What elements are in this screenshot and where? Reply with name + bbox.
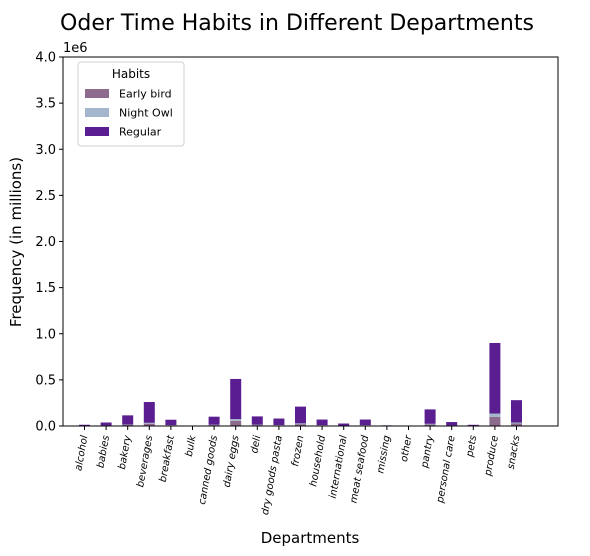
- x-tick-label: missing: [375, 435, 393, 475]
- bar-regular: [208, 416, 220, 425]
- y-offset-label: 1e6: [63, 41, 88, 56]
- chart-title: Oder Time Habits in Different Department…: [60, 11, 534, 36]
- bar-night-owl: [424, 423, 436, 425]
- bar-regular: [467, 424, 479, 426]
- x-tick-label: bulk: [184, 433, 199, 457]
- bar-regular: [165, 419, 177, 426]
- bar-night-owl: [511, 422, 522, 424]
- x-axis: alcohol babies bakery beverages breakfast bul…: [73, 426, 522, 516]
- x-tick-label: dairy eggs: [222, 435, 242, 489]
- plot-frame: [62, 56, 559, 427]
- x-axis-label: Departments: [261, 529, 360, 547]
- x-tick-label: personal care: [435, 435, 458, 505]
- bar-regular: [295, 406, 306, 424]
- y-tick-label: 2.0: [35, 235, 56, 250]
- x-tick-label: pantry: [419, 434, 436, 470]
- bar-early-bird: [511, 423, 522, 426]
- x-tick-label: alcohol: [73, 434, 90, 471]
- bar-regular: [446, 422, 458, 426]
- bar-early-bird: [230, 420, 242, 426]
- x-tick-label: produce: [483, 435, 501, 478]
- x-tick-label: pets: [464, 435, 479, 459]
- x-tick-label: beverages: [135, 435, 155, 489]
- legend-swatch: [85, 108, 109, 117]
- bar-early-bird: [122, 424, 134, 426]
- bar-regular: [230, 378, 242, 420]
- legend-swatch: [85, 89, 109, 98]
- x-tick-label: snacks: [506, 435, 523, 471]
- bar-early-bird: [489, 416, 501, 426]
- legend-label: Early bird: [119, 88, 172, 101]
- y-tick-label: 2.5: [35, 189, 56, 204]
- bar-regular: [489, 342, 501, 414]
- bar-early-bird: [143, 423, 155, 426]
- x-tick-label: babies: [95, 435, 112, 469]
- bar-regular: [424, 409, 436, 424]
- y-tick-label: 0.0: [35, 420, 56, 435]
- bar-night-owl: [230, 419, 242, 421]
- y-tick-label: 3.5: [35, 97, 56, 112]
- x-tick-label: international: [328, 434, 350, 499]
- bar-regular: [511, 400, 522, 423]
- legend-box: [77, 61, 185, 147]
- x-tick-label: meat seafood: [348, 434, 371, 504]
- legend-label: Regular: [119, 126, 162, 139]
- bar-layer: [79, 342, 522, 426]
- bar-regular: [79, 424, 90, 426]
- y-tick-label: 4.0: [35, 51, 56, 66]
- y-tick-label: 3.0: [35, 143, 56, 158]
- bar-night-owl: [295, 423, 306, 425]
- legend: Habits Early bird Night Owl Regular: [77, 61, 185, 147]
- legend-title: Habits: [112, 67, 150, 81]
- bar-night-owl: [489, 413, 501, 417]
- x-tick-label: canned goods: [197, 435, 220, 506]
- x-tick-label: other: [399, 434, 415, 463]
- bar-early-bird: [295, 424, 306, 426]
- y-axis-label: Frequency (in millions): [7, 157, 25, 327]
- legend-swatch: [85, 127, 109, 136]
- bar-early-bird: [424, 424, 436, 426]
- x-tick-label: household: [308, 434, 328, 488]
- bar-regular: [273, 418, 285, 425]
- y-tick-label: 1.0: [35, 327, 56, 342]
- y-axis: 0.0 0.5 1.0 1.5 2.0 2.5 3.0 3.5 4.0: [35, 51, 63, 435]
- bar-regular: [100, 422, 112, 426]
- y-tick-label: 0.5: [35, 373, 56, 388]
- y-tick-label: 1.5: [35, 281, 56, 296]
- x-tick-label: frozen: [290, 435, 306, 468]
- bar-regular: [122, 415, 134, 425]
- bar-regular: [338, 423, 350, 426]
- legend-label: Night Owl: [119, 107, 173, 120]
- bar-regular: [316, 419, 328, 426]
- bar-regular: [143, 402, 155, 423]
- x-tick-label: deli: [249, 434, 263, 454]
- x-tick-label: breakfast: [158, 434, 177, 484]
- bar-regular: [251, 416, 263, 425]
- x-tick-label: bakery: [117, 434, 134, 471]
- bar-night-owl: [143, 422, 155, 424]
- bar-regular: [359, 419, 371, 426]
- x-tick-label: dry goods pasta: [260, 435, 285, 516]
